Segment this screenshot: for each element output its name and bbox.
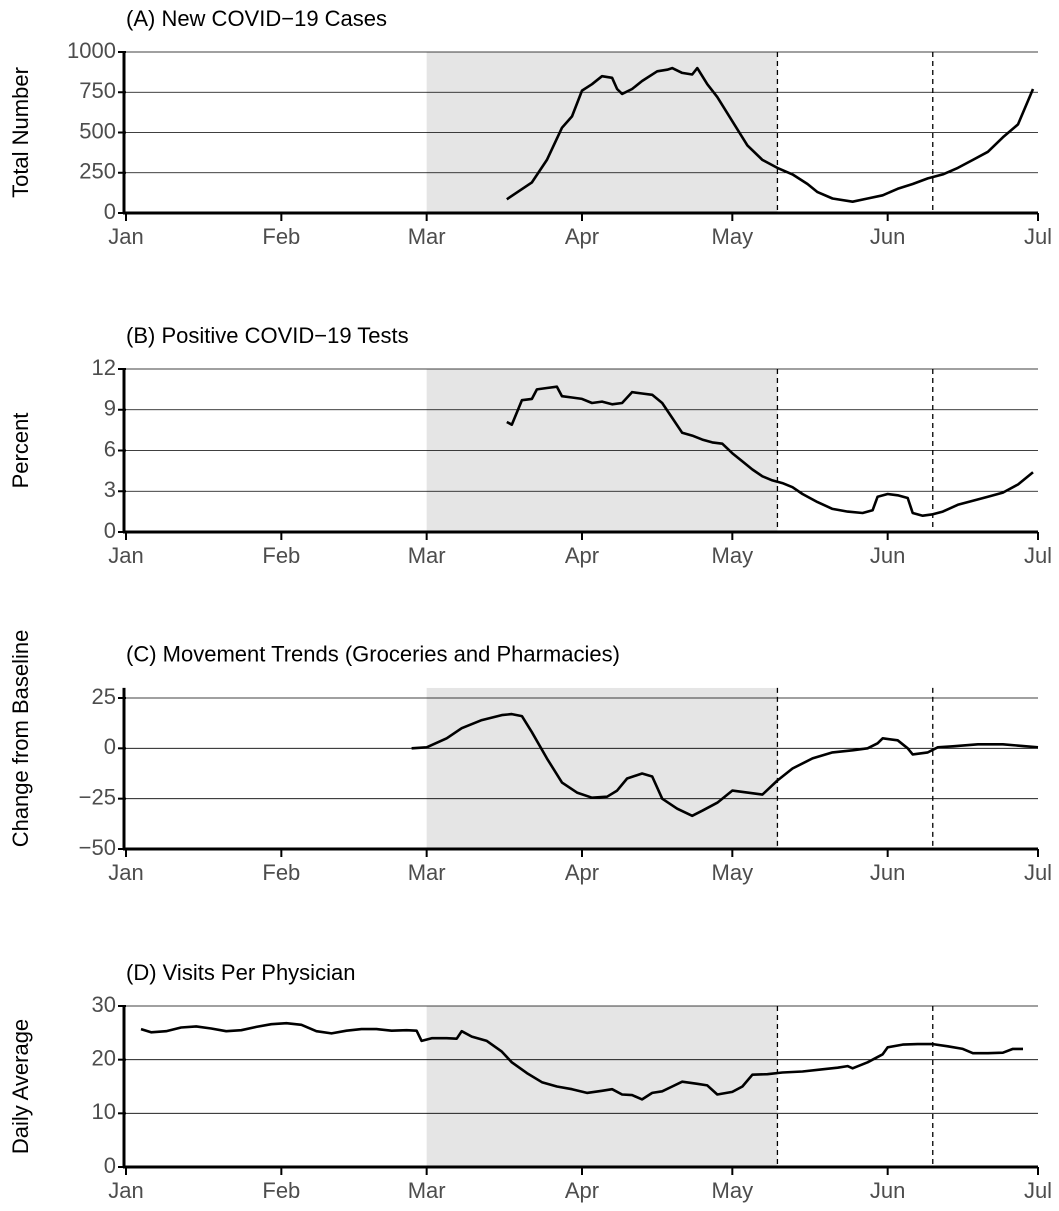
- x-tick-label: Apr: [565, 224, 599, 249]
- y-tick-label: 9: [104, 396, 116, 421]
- x-tick-label: May: [712, 543, 754, 568]
- y-tick-label: 1000: [67, 38, 116, 63]
- y-tick-label: 750: [79, 78, 116, 103]
- chart-title: (C) Movement Trends (Groceries and Pharm…: [126, 642, 620, 667]
- x-tick-label: Jul: [1024, 1178, 1052, 1203]
- x-tick-label: Apr: [565, 543, 599, 568]
- y-tick-label: −50: [79, 835, 116, 860]
- x-tick-label: Mar: [408, 860, 446, 885]
- x-tick-label: Feb: [262, 224, 300, 249]
- y-tick-label: 250: [79, 159, 116, 184]
- y-tick-label: 0: [104, 1153, 116, 1178]
- x-tick-label: Jan: [108, 860, 143, 885]
- y-tick-label: 12: [92, 355, 116, 380]
- y-tick-label: 0: [104, 199, 116, 224]
- x-tick-label: Apr: [565, 1178, 599, 1203]
- x-tick-label: Jan: [108, 1178, 143, 1203]
- y-axis-label: Change from Baseline: [8, 630, 33, 848]
- x-tick-label: May: [712, 224, 754, 249]
- x-tick-label: Mar: [408, 1178, 446, 1203]
- y-tick-label: 10: [92, 1099, 116, 1124]
- x-tick-label: Feb: [262, 860, 300, 885]
- x-tick-label: Jul: [1024, 860, 1052, 885]
- y-axis-label: Total Number: [8, 67, 33, 198]
- x-tick-label: Jun: [870, 543, 905, 568]
- chart-title: (A) New COVID−19 Cases: [126, 6, 387, 31]
- data-line: [140, 1021, 1023, 1101]
- x-tick-label: Feb: [262, 1178, 300, 1203]
- shaded-period: [426, 687, 778, 849]
- y-tick-label: 20: [92, 1045, 116, 1070]
- x-tick-label: Mar: [408, 224, 446, 249]
- x-tick-label: May: [712, 860, 754, 885]
- x-tick-label: Jan: [108, 224, 143, 249]
- y-axis-label: Daily Average: [8, 1019, 33, 1154]
- x-tick-label: Jun: [870, 1178, 905, 1203]
- x-tick-label: Feb: [262, 543, 300, 568]
- x-tick-label: Apr: [565, 860, 599, 885]
- y-axis-label: Percent: [8, 413, 33, 489]
- y-tick-label: 25: [92, 684, 116, 709]
- chart-title: (B) Positive COVID−19 Tests: [126, 323, 409, 348]
- x-tick-label: Jan: [108, 543, 143, 568]
- y-tick-label: −25: [79, 784, 116, 809]
- y-tick-label: 30: [92, 992, 116, 1017]
- x-tick-label: Jul: [1024, 224, 1052, 249]
- shaded-period: [426, 1006, 778, 1167]
- x-tick-label: Mar: [408, 543, 446, 568]
- data-line: [506, 66, 1035, 203]
- data-line: [506, 385, 1034, 517]
- x-tick-label: Jun: [870, 224, 905, 249]
- y-tick-label: 500: [79, 118, 116, 143]
- x-tick-label: Jul: [1024, 543, 1052, 568]
- y-tick-label: 0: [104, 518, 116, 543]
- y-tick-label: 0: [104, 734, 116, 759]
- chart-title: (D) Visits Per Physician: [126, 960, 355, 985]
- x-tick-label: May: [712, 1178, 754, 1203]
- x-tick-label: Jun: [870, 860, 905, 885]
- y-tick-label: 3: [104, 477, 116, 502]
- y-tick-label: 6: [104, 436, 116, 461]
- data-line: [411, 712, 1039, 818]
